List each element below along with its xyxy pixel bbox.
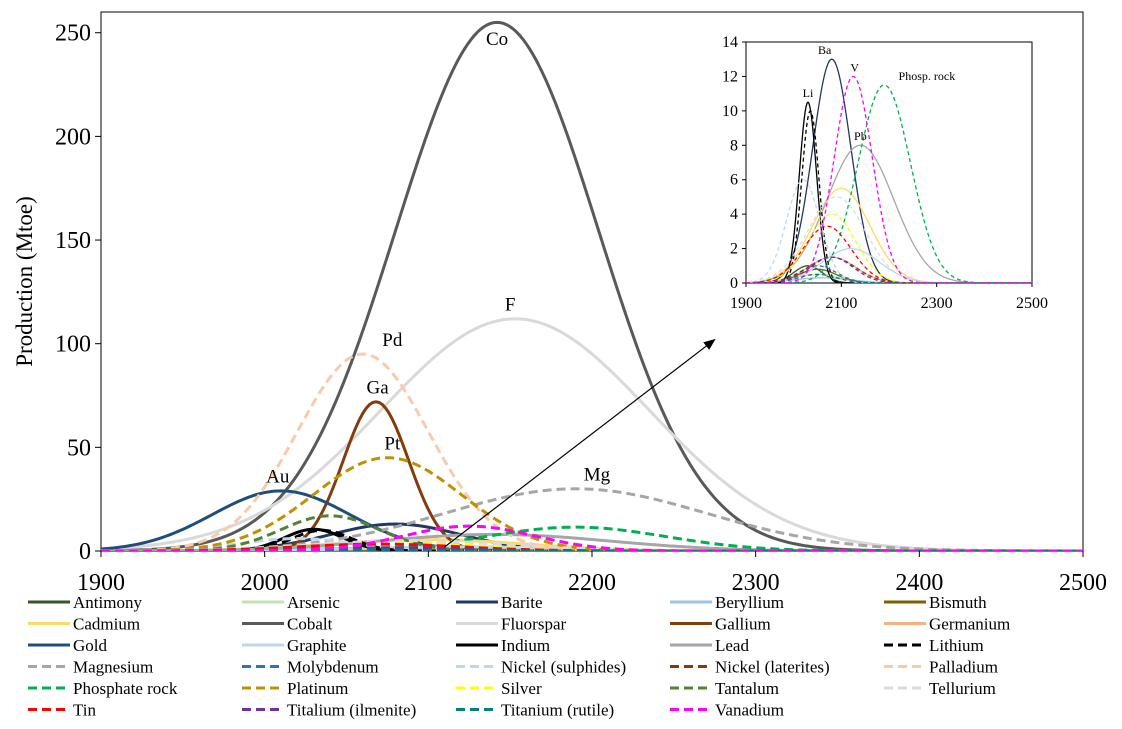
legend-label-bismuth: Bismuth: [929, 593, 987, 612]
series-line-phosphate-rock: [101, 525, 1083, 551]
legend-label-phosphate-rock: Phosphate rock: [73, 679, 178, 698]
inset-series-line-tellurium: [746, 196, 1032, 283]
main-x-tick-label: 2400: [895, 570, 943, 596]
main-x-tick-label: 2300: [732, 570, 780, 596]
inset-x-tick-label: 2100: [825, 295, 857, 312]
inset-y-tick-label: 10: [722, 103, 738, 120]
main-y-tick-label: 0: [79, 539, 91, 565]
legend-label-fluorspar: Fluorspar: [501, 615, 567, 634]
legend-label-antimony: Antimony: [73, 593, 142, 612]
inset-y-tick-label: 8: [730, 137, 738, 154]
legend-label-silver: Silver: [501, 679, 542, 698]
legend-label-barite: Barite: [501, 593, 543, 612]
legend-label-nickel-laterites: Nickel (laterites): [715, 658, 830, 677]
main-y-tick-label: 200: [55, 124, 91, 150]
legend-label-tin: Tin: [73, 701, 97, 720]
main-y-axis-title: Production (Mtoe): [12, 196, 37, 367]
legend-label-platinum: Platinum: [287, 679, 348, 698]
peak-label-f: F: [505, 295, 516, 316]
legend-label-lead: Lead: [715, 636, 749, 655]
peak-label-pd: Pd: [382, 330, 403, 351]
inset-peak-label-phosp-rock: Phosp. rock: [899, 69, 956, 83]
main-x-tick-label: 2200: [568, 570, 616, 596]
legend-label-graphite: Graphite: [287, 636, 346, 655]
inset-pointer-arrow: [444, 338, 716, 548]
inset-y-tick-label: 6: [730, 172, 738, 189]
legend-label-nickel-sulphides: Nickel (sulphides): [501, 658, 626, 677]
series-line-palladium: [101, 352, 1083, 551]
inset-series-line-tin: [746, 225, 1032, 283]
legend-label-titalium-ilmenite: Titalium (ilmenite): [287, 701, 416, 720]
inset-peak-label-pb: Pb: [854, 129, 867, 143]
legend-label-gold: Gold: [73, 636, 108, 655]
inset-peak-label-li: Li: [803, 86, 814, 100]
inset-series-group: [746, 58, 1032, 283]
main-x-tick-label: 2000: [241, 570, 289, 596]
legend-label-gallium: Gallium: [715, 615, 771, 634]
inset-series-line-nickel-sulphides: [746, 179, 1032, 283]
inset-peak-label-v: V: [850, 60, 859, 74]
inset-series-line-molybdenum: [746, 265, 1032, 283]
inset-series-line-cadmium: [746, 187, 1032, 283]
legend-label-lithium: Lithium: [929, 636, 984, 655]
peak-label-ga: Ga: [367, 377, 390, 398]
inset-peak-label-ba: Ba: [818, 43, 832, 57]
legend-label-cobalt: Cobalt: [287, 615, 333, 634]
inset-y-tick-label: 4: [730, 206, 738, 223]
peak-label-co: Co: [486, 29, 508, 50]
main-x-tick-label: 2500: [1059, 570, 1107, 596]
legend-label-magnesium: Magnesium: [73, 658, 153, 677]
legend-label-vanadium: Vanadium: [715, 701, 784, 720]
legend-label-germanium: Germanium: [929, 615, 1010, 634]
main-x-tick-label: 1900: [77, 570, 125, 596]
inset-plot: 0 2 4 6 8 10 12 14 1900 2100 2300 2500 Ba V Phosp. roc…: [722, 34, 1048, 312]
legend-label-arsenic: Arsenic: [287, 593, 340, 612]
inset-series-line-antimony: [746, 265, 1032, 283]
legend: Antimony Arsenic Barite Beryllium Bismuth Cad…: [28, 593, 1010, 720]
peak-label-au: Au: [266, 467, 290, 488]
series-line-tellurium: [101, 539, 1083, 551]
inset-y-tick-label: 12: [722, 68, 738, 85]
legend-label-tantalum: Tantalum: [715, 679, 779, 698]
main-series-group: [101, 20, 1083, 551]
inset-series-line-titalium-ilmenite: [746, 256, 1032, 283]
series-line-indium: [101, 527, 1083, 551]
series-line-gold: [101, 489, 1083, 551]
legend-label-beryllium: Beryllium: [715, 593, 784, 612]
inset-series-line-vanadium: [746, 75, 1032, 283]
inset-y-tick-label: 0: [730, 275, 738, 292]
main-y-tick-label: 50: [67, 435, 91, 461]
inset-x-tick-label: 2300: [921, 295, 953, 312]
series-line-magnesium: [101, 487, 1083, 551]
legend-label-palladium: Palladium: [929, 658, 998, 677]
main-y-tick-label: 150: [55, 228, 91, 254]
main-y-tick-label: 250: [55, 21, 91, 47]
inset-series-line-indium: [746, 101, 1032, 283]
main-y-tick-label: 100: [55, 332, 91, 358]
inset-x-tick-label: 1900: [730, 295, 762, 312]
legend-label-titanium-rutile: Titanium (rutile): [501, 701, 614, 720]
inset-y-tick-label: 14: [722, 34, 738, 51]
series-line-vanadium: [101, 524, 1083, 551]
inset-y-tick-label: 2: [730, 241, 738, 258]
legend-label-cadmium: Cadmium: [73, 615, 140, 634]
inset-x-tick-label: 2500: [1016, 295, 1048, 312]
inset-series-line-silver: [746, 213, 1032, 283]
inset-series-line-phosphate-rock: [746, 84, 1032, 283]
legend-label-tellurium: Tellurium: [929, 679, 996, 698]
series-line-fluorspar: [101, 317, 1083, 551]
inset-series-line-graphite: [746, 247, 1032, 283]
legend-label-indium: Indium: [501, 636, 550, 655]
legend-label-molybdenum: Molybdenum: [287, 658, 379, 677]
inset-series-line-lithium: [746, 110, 1032, 283]
peak-label-mg: Mg: [584, 465, 611, 486]
main-x-tick-label: 2100: [404, 570, 452, 596]
peak-label-pt: Pt: [384, 433, 401, 454]
